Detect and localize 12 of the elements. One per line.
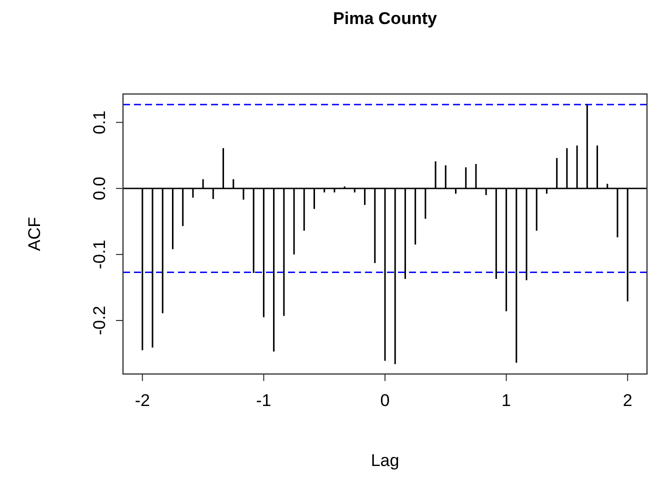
y-tick-label: 0.1	[90, 110, 109, 134]
x-tick-label: 1	[502, 391, 512, 410]
x-tick-label: -1	[256, 391, 272, 410]
chart-title: Pima County	[333, 9, 438, 28]
x-tick-label: -2	[134, 391, 150, 410]
x-tick-label: 2	[622, 391, 632, 410]
y-axis-title: ACF	[25, 217, 44, 251]
x-tick-label: 0	[380, 391, 390, 410]
y-tick-label: -0.1	[90, 240, 109, 270]
y-tick-label: 0.0	[90, 176, 109, 200]
y-tick-label: -0.2	[90, 306, 109, 336]
x-axis-title: Lag	[370, 451, 400, 470]
